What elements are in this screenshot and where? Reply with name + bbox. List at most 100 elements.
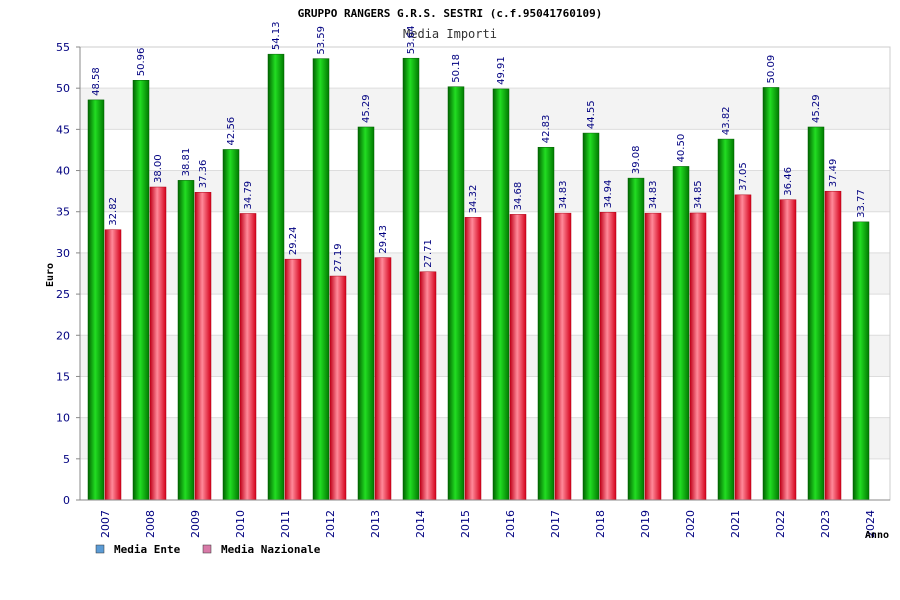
x-tick-label: 2007 <box>99 510 112 538</box>
y-tick-label: 15 <box>56 370 70 383</box>
chart-subtitle: Media Importi <box>403 27 497 41</box>
data-label: 29.24 <box>288 227 299 256</box>
y-axis-label: Euro <box>45 263 56 287</box>
y-tick-label: 10 <box>56 412 70 425</box>
bar-media-ente <box>222 149 240 501</box>
plot-band <box>80 47 890 89</box>
x-tick-label: 2016 <box>504 510 517 538</box>
y-tick-label: 5 <box>63 453 70 466</box>
data-label: 49.91 <box>496 56 507 85</box>
data-label: 42.56 <box>226 117 237 146</box>
data-label: 36.46 <box>783 167 794 196</box>
y-tick-label: 30 <box>56 247 70 260</box>
x-tick-label: 2023 <box>819 510 832 538</box>
legend-swatch-media-nazionale <box>202 544 212 554</box>
data-label: 34.94 <box>603 180 614 209</box>
x-tick-label: 2012 <box>324 510 337 538</box>
bar-media-ente <box>132 80 150 501</box>
data-label: 38.81 <box>181 148 192 177</box>
bar-media-nazionale <box>644 212 662 501</box>
plot-band <box>80 88 890 130</box>
bar-media-ente <box>717 138 735 501</box>
bar-media-ente <box>537 146 555 501</box>
bar-media-nazionale <box>464 217 482 501</box>
bar-media-nazionale <box>554 212 572 501</box>
data-label: 27.19 <box>333 243 344 272</box>
x-tick-label: 2018 <box>594 510 607 538</box>
data-label: 42.83 <box>541 115 552 144</box>
legend-label-media-nazionale: Media Nazionale <box>221 543 321 556</box>
bar-media-nazionale <box>824 190 842 501</box>
bar-media-nazionale <box>284 258 302 501</box>
y-tick-label: 55 <box>56 41 70 54</box>
y-tick-label: 50 <box>56 82 70 95</box>
bar-media-ente <box>87 99 105 501</box>
bar-media-ente <box>177 180 195 501</box>
y-tick-label: 35 <box>56 206 70 219</box>
y-tick-label: 40 <box>56 165 70 178</box>
bar-media-nazionale <box>329 275 347 501</box>
plot-band <box>80 170 890 212</box>
data-label: 43.82 <box>721 106 732 135</box>
bar-media-nazionale <box>149 186 167 501</box>
data-label: 38.00 <box>153 154 164 183</box>
y-tick-label: 45 <box>56 123 70 136</box>
plot-band <box>80 376 890 418</box>
x-tick-labels: 2007 2008 2009 2010 2011 2012 2013 2014 2015 2016… <box>99 510 877 538</box>
data-label: 34.85 <box>693 180 704 209</box>
legend-label-media-ente: Media Ente <box>114 543 181 556</box>
data-label: 40.50 <box>676 134 687 163</box>
bar-media-nazionale <box>104 229 122 501</box>
data-label: 50.96 <box>136 48 147 77</box>
data-label: 34.83 <box>648 180 659 209</box>
bar-media-ente <box>852 221 870 501</box>
bar-media-ente <box>672 166 690 501</box>
data-label: 39.08 <box>631 145 642 174</box>
x-tick-label: 2017 <box>549 510 562 538</box>
bar-media-nazionale <box>374 257 392 501</box>
bar-media-ente <box>267 53 285 501</box>
bar-media-ente <box>492 88 510 501</box>
x-tick-label: 2020 <box>684 510 697 538</box>
bar-media-ente <box>807 126 825 501</box>
y-tick-labels: 0 5 10 15 20 25 30 35 40 45 50 55 <box>56 41 80 507</box>
x-tick-label: 2019 <box>639 510 652 538</box>
x-tick-label: 2013 <box>369 510 382 538</box>
data-label: 33.77 <box>856 189 867 218</box>
bar-media-ente <box>627 177 645 501</box>
data-label: 34.83 <box>558 180 569 209</box>
plot-band <box>80 252 890 295</box>
plot-band <box>80 335 890 377</box>
x-tick-label: 2024 <box>864 510 877 538</box>
x-tick-label: 2010 <box>234 510 247 538</box>
x-tick-label: 2009 <box>189 510 202 538</box>
plot-band <box>80 211 890 253</box>
bars <box>87 53 870 501</box>
plot-band <box>80 458 890 500</box>
data-label: 37.49 <box>828 159 839 188</box>
data-label: 29.43 <box>378 225 389 254</box>
data-label: 27.71 <box>423 239 434 268</box>
plot-band <box>80 294 890 336</box>
x-tick-label: 2008 <box>144 510 157 538</box>
data-label: 53.64 <box>406 26 417 55</box>
bar-media-ente <box>447 86 465 501</box>
data-label: 37.05 <box>738 162 749 191</box>
legend-swatch-media-ente <box>95 544 105 554</box>
x-axis-label: Anno <box>865 530 889 541</box>
y-tick-label: 25 <box>56 288 70 301</box>
x-tick-label: 2022 <box>774 510 787 538</box>
chart-title: GRUPPO RANGERS G.R.S. SESTRI (c.f.950417… <box>298 7 603 20</box>
x-tick-label: 2014 <box>414 510 427 538</box>
x-tick-label: 2015 <box>459 510 472 538</box>
bar-media-ente <box>357 126 375 501</box>
bar-media-ente <box>402 57 420 501</box>
y-tick-label: 20 <box>56 329 70 342</box>
x-tick-label: 2011 <box>279 510 292 538</box>
bar-media-ente <box>312 58 330 501</box>
data-label: 34.32 <box>468 185 479 214</box>
data-label: 45.29 <box>811 94 822 123</box>
bar-media-nazionale <box>599 211 617 501</box>
y-tick-label: 0 <box>63 494 70 507</box>
bar-media-nazionale <box>194 192 212 501</box>
